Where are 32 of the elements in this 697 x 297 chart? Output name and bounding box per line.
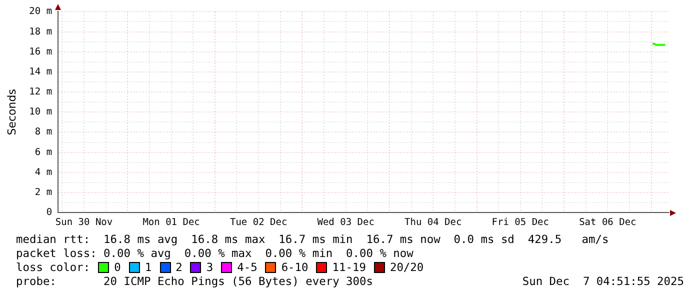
y-tick-label: 6 m xyxy=(34,146,52,158)
y-tick-label: 20 m xyxy=(29,6,52,18)
text: median rtt: 16.8 ms avg 16.8 ms max 16.7 ms min 16.7 ms now 0.0 ms sd 429.5 am/s xyxy=(16,233,609,246)
y-tick-label: 8 m xyxy=(34,126,52,138)
y-tick-label: 18 m xyxy=(29,26,52,38)
x-tick-label: Tue 02 Dec xyxy=(230,216,288,228)
text: probe: 20 ICMP Echo Pings (56 Bytes) every 300s xyxy=(16,275,373,288)
legend-label: 1 xyxy=(144,261,152,274)
legend-label: 20/20 xyxy=(390,261,424,274)
legend-label: 2 xyxy=(176,261,182,274)
y-tick-label: 0 xyxy=(46,207,52,218)
y-tick-label: 10 m xyxy=(29,106,52,118)
legend-label: 4-5 xyxy=(237,261,258,274)
legend-label: 0 xyxy=(114,261,121,274)
legend-label: 11-19 xyxy=(332,261,366,274)
x-tick-label: Wed 03 Dec xyxy=(317,216,374,228)
y-axis-title: Seconds xyxy=(5,88,18,136)
legend-title: loss color: xyxy=(16,261,90,274)
text: Sun Dec 7 04:51:55 2025 xyxy=(522,275,684,288)
legend-label: 6-10 xyxy=(281,261,308,274)
y-tick-label: 16 m xyxy=(29,46,52,58)
legend-label: 3 xyxy=(206,261,214,274)
y-tick-label: 4 m xyxy=(34,166,52,178)
x-tick-label: Mon 01 Dec xyxy=(142,216,200,228)
y-tick-label: 12 m xyxy=(29,86,52,98)
y-tick-label: 2 m xyxy=(34,186,52,198)
x-tick-label: Sun 30 Nov xyxy=(55,216,113,228)
x-tick-label: Fri 05 Dec xyxy=(492,216,549,228)
text: packet loss: 0.00 % avg 0.00 % max 0.00 % min 0.00 % now xyxy=(16,247,414,260)
x-tick-label: Sat 06 Dec xyxy=(579,216,636,228)
y-tick-label: 14 m xyxy=(29,66,52,78)
x-tick-label: Thu 04 Dec xyxy=(404,216,462,228)
